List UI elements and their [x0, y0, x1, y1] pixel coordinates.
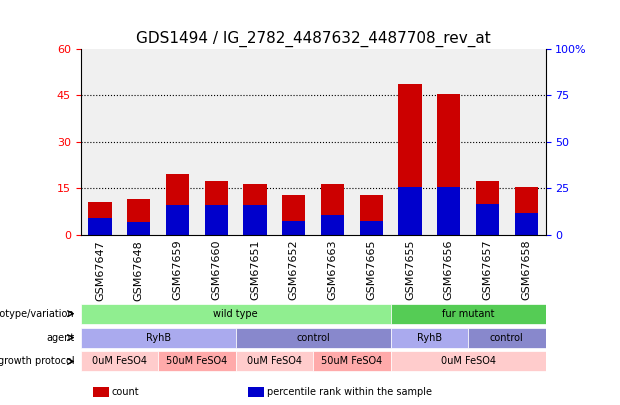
Bar: [515, 187, 538, 235]
FancyBboxPatch shape: [81, 352, 158, 371]
Text: control: control: [296, 333, 330, 343]
Bar: [89, 202, 112, 235]
Bar: [127, 222, 150, 235]
Bar: [282, 221, 306, 235]
FancyBboxPatch shape: [236, 328, 391, 347]
Text: control: control: [490, 333, 524, 343]
Bar: [360, 221, 383, 235]
FancyBboxPatch shape: [468, 328, 546, 347]
FancyBboxPatch shape: [391, 352, 546, 371]
Text: 50uM FeSO4: 50uM FeSO4: [321, 356, 383, 367]
Text: fur mutant: fur mutant: [442, 309, 494, 319]
Bar: [243, 184, 267, 235]
Bar: [476, 181, 499, 235]
Bar: [399, 84, 422, 235]
Text: RyhB: RyhB: [146, 333, 170, 343]
Text: 0uM FeSO4: 0uM FeSO4: [247, 356, 302, 367]
FancyBboxPatch shape: [158, 352, 236, 371]
Text: count: count: [112, 387, 140, 397]
Bar: [515, 213, 538, 235]
Bar: [321, 184, 344, 235]
Text: 0uM FeSO4: 0uM FeSO4: [441, 356, 495, 367]
FancyBboxPatch shape: [81, 304, 391, 324]
Text: RyhB: RyhB: [417, 333, 442, 343]
Bar: [127, 199, 150, 235]
Text: genotype/variation: genotype/variation: [0, 309, 74, 319]
Bar: [476, 204, 499, 235]
Title: GDS1494 / IG_2782_4487632_4487708_rev_at: GDS1494 / IG_2782_4487632_4487708_rev_at: [136, 31, 490, 47]
Text: agent: agent: [46, 333, 74, 343]
Text: wild type: wild type: [213, 309, 258, 319]
Bar: [437, 187, 460, 235]
Bar: [243, 205, 267, 235]
Bar: [205, 205, 228, 235]
Bar: [437, 94, 460, 235]
FancyBboxPatch shape: [391, 304, 546, 324]
FancyBboxPatch shape: [81, 328, 236, 347]
Text: growth protocol: growth protocol: [0, 356, 74, 367]
Bar: [399, 187, 422, 235]
Text: 50uM FeSO4: 50uM FeSO4: [166, 356, 228, 367]
FancyBboxPatch shape: [313, 352, 391, 371]
Bar: [282, 194, 306, 235]
Bar: [205, 181, 228, 235]
Text: 0uM FeSO4: 0uM FeSO4: [92, 356, 147, 367]
Bar: [89, 218, 112, 235]
Bar: [360, 194, 383, 235]
FancyBboxPatch shape: [391, 328, 468, 347]
Bar: [321, 215, 344, 235]
Text: percentile rank within the sample: percentile rank within the sample: [267, 387, 432, 397]
Bar: [166, 205, 189, 235]
FancyBboxPatch shape: [236, 352, 313, 371]
Bar: [166, 175, 189, 235]
